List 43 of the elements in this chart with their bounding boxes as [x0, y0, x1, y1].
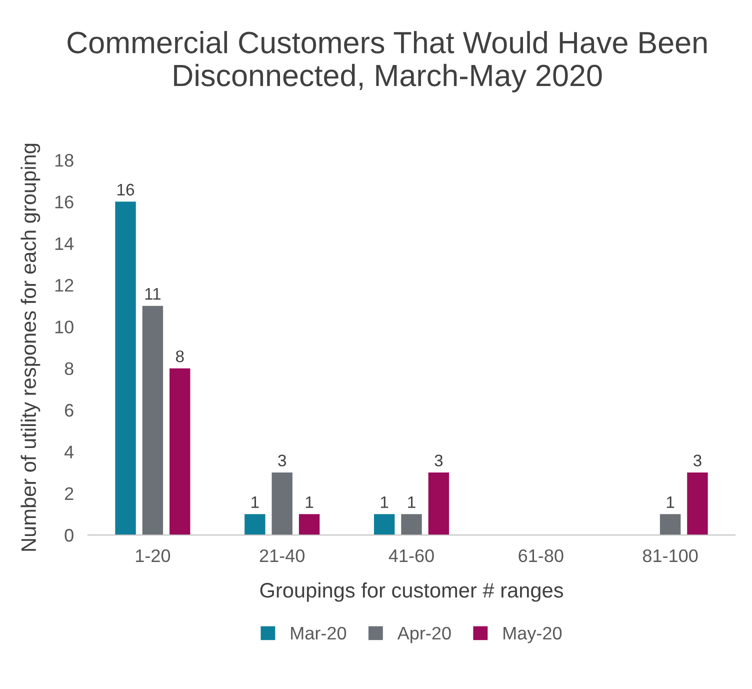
bar [142, 306, 164, 535]
bar [401, 514, 422, 535]
data-label: 8 [176, 350, 184, 362]
y-tick-label: 14 [55, 237, 74, 250]
bar [298, 514, 320, 535]
bar [428, 472, 450, 535]
x-tick-label: 21-40 [260, 549, 304, 562]
legend-label: May-20 [504, 626, 562, 644]
y-tick-label: 10 [55, 320, 74, 334]
data-label: 1 [380, 496, 388, 508]
y-tick-label: 2 [64, 487, 74, 500]
bar [272, 472, 292, 535]
data-label: 3 [434, 454, 443, 466]
y-tick-label: 8 [64, 362, 74, 376]
y-tick-label: 6 [64, 404, 74, 417]
x-axis-title: Groupings for customer # ranges [260, 582, 564, 602]
bar [660, 514, 681, 535]
legend-label: Mar-20 [291, 626, 346, 640]
y-tick-label: 12 [55, 278, 74, 292]
data-label: 1 [252, 496, 259, 508]
y-tick-label: 18 [55, 154, 74, 167]
legend-label: Apr-20 [397, 626, 451, 644]
data-label: 3 [278, 454, 286, 466]
bar [374, 514, 395, 535]
y-tick-label: 16 [55, 196, 74, 208]
x-tick-label: 81-100 [642, 549, 698, 562]
bar [244, 514, 266, 535]
y-tick-label: 4 [64, 446, 74, 458]
y-axis-title: Number of utility respones for each grouping [20, 144, 40, 551]
data-label: 11 [145, 288, 161, 300]
data-label: 16 [118, 184, 134, 196]
chart-title: Commercial Customers That Would Have Been Disconnected, March-May 2020 [68, 31, 707, 92]
data-label: 1 [306, 496, 314, 508]
data-label: 1 [408, 496, 416, 508]
x-tick-label: 41-60 [388, 549, 434, 562]
y-tick-label: 0 [64, 528, 74, 542]
data-label: 1 [666, 496, 674, 508]
bar [115, 202, 136, 535]
x-tick-label: 1-20 [136, 549, 170, 562]
data-label: 3 [693, 454, 702, 466]
bar [170, 368, 190, 535]
x-tick-label: 61-80 [518, 549, 564, 562]
bar [687, 472, 708, 535]
